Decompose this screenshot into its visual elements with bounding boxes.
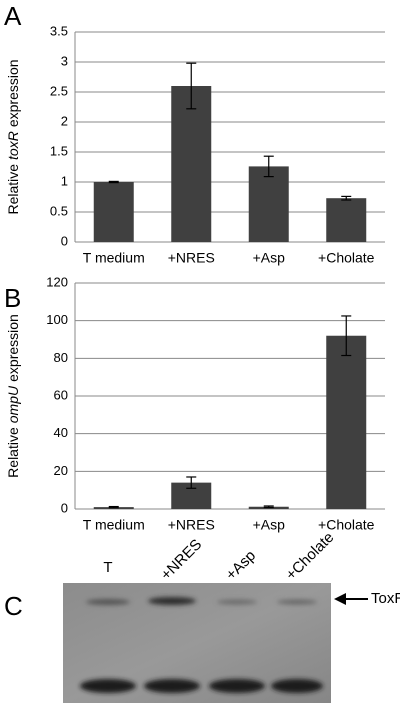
error-bar [186,62,197,110]
error-bar [341,315,352,357]
x-tick-label: +NRES [168,517,215,533]
y-tick-label: 1 [61,173,68,188]
y-axis-label-part: ompU [5,385,21,423]
bar [326,198,367,242]
x-tick-label: T medium [83,517,145,533]
y-axis-label-part: expression [5,314,21,382]
x-tick-label: +NRES [168,250,215,266]
lane-label: T [103,559,112,576]
error-bar [263,155,274,178]
y-axis-label: Relative ompU expression [5,314,21,478]
y-tick-label: 0 [61,500,68,515]
x-tick-label: +Asp [253,250,286,266]
blot-image [63,583,331,703]
y-axis-label-part: Relative [5,427,21,478]
error-bar [186,476,197,489]
y-tick-label: 100 [46,312,68,327]
y-tick-label: 2.5 [50,83,68,98]
bar [248,166,289,242]
y-tick-label: 120 [46,274,68,289]
x-tick-label: +Asp [253,517,286,533]
lane-label: +Asp [223,547,259,583]
y-tick-label: 3 [61,53,68,68]
y-tick-label: 2 [61,113,68,128]
bar [326,335,367,509]
lane-label: +Cholate [283,529,338,584]
y-tick-label: 20 [54,463,68,478]
panel-label: A [4,1,22,31]
y-axis-label: Relative toxR expression [5,59,21,214]
bar [93,182,134,242]
y-tick-label: 0.5 [50,203,68,218]
y-tick-label: 80 [54,350,68,365]
x-tick-label: T medium [83,250,145,266]
error-bar [263,505,274,509]
error-bar [341,195,352,201]
y-axis-label-part: toxR [5,131,21,160]
y-axis-label-part: Relative [5,164,21,215]
panel-label: C [4,591,23,621]
lane-label: +NRES [158,536,206,584]
error-bar [108,505,119,509]
x-tick-label: +Cholate [318,517,375,533]
y-tick-label: 3.5 [50,23,68,38]
bar [171,86,212,242]
y-tick-label: 40 [54,425,68,440]
arrow [334,593,368,605]
error-bar [108,180,119,184]
y-axis-label-part: expression [5,59,21,127]
panel-label: B [4,283,21,313]
y-tick-label: 60 [54,387,68,402]
x-tick-label: +Cholate [318,250,375,266]
y-tick-label: 1.5 [50,143,68,158]
y-tick-label: 0 [61,233,68,248]
band-label: ToxR [371,590,400,607]
